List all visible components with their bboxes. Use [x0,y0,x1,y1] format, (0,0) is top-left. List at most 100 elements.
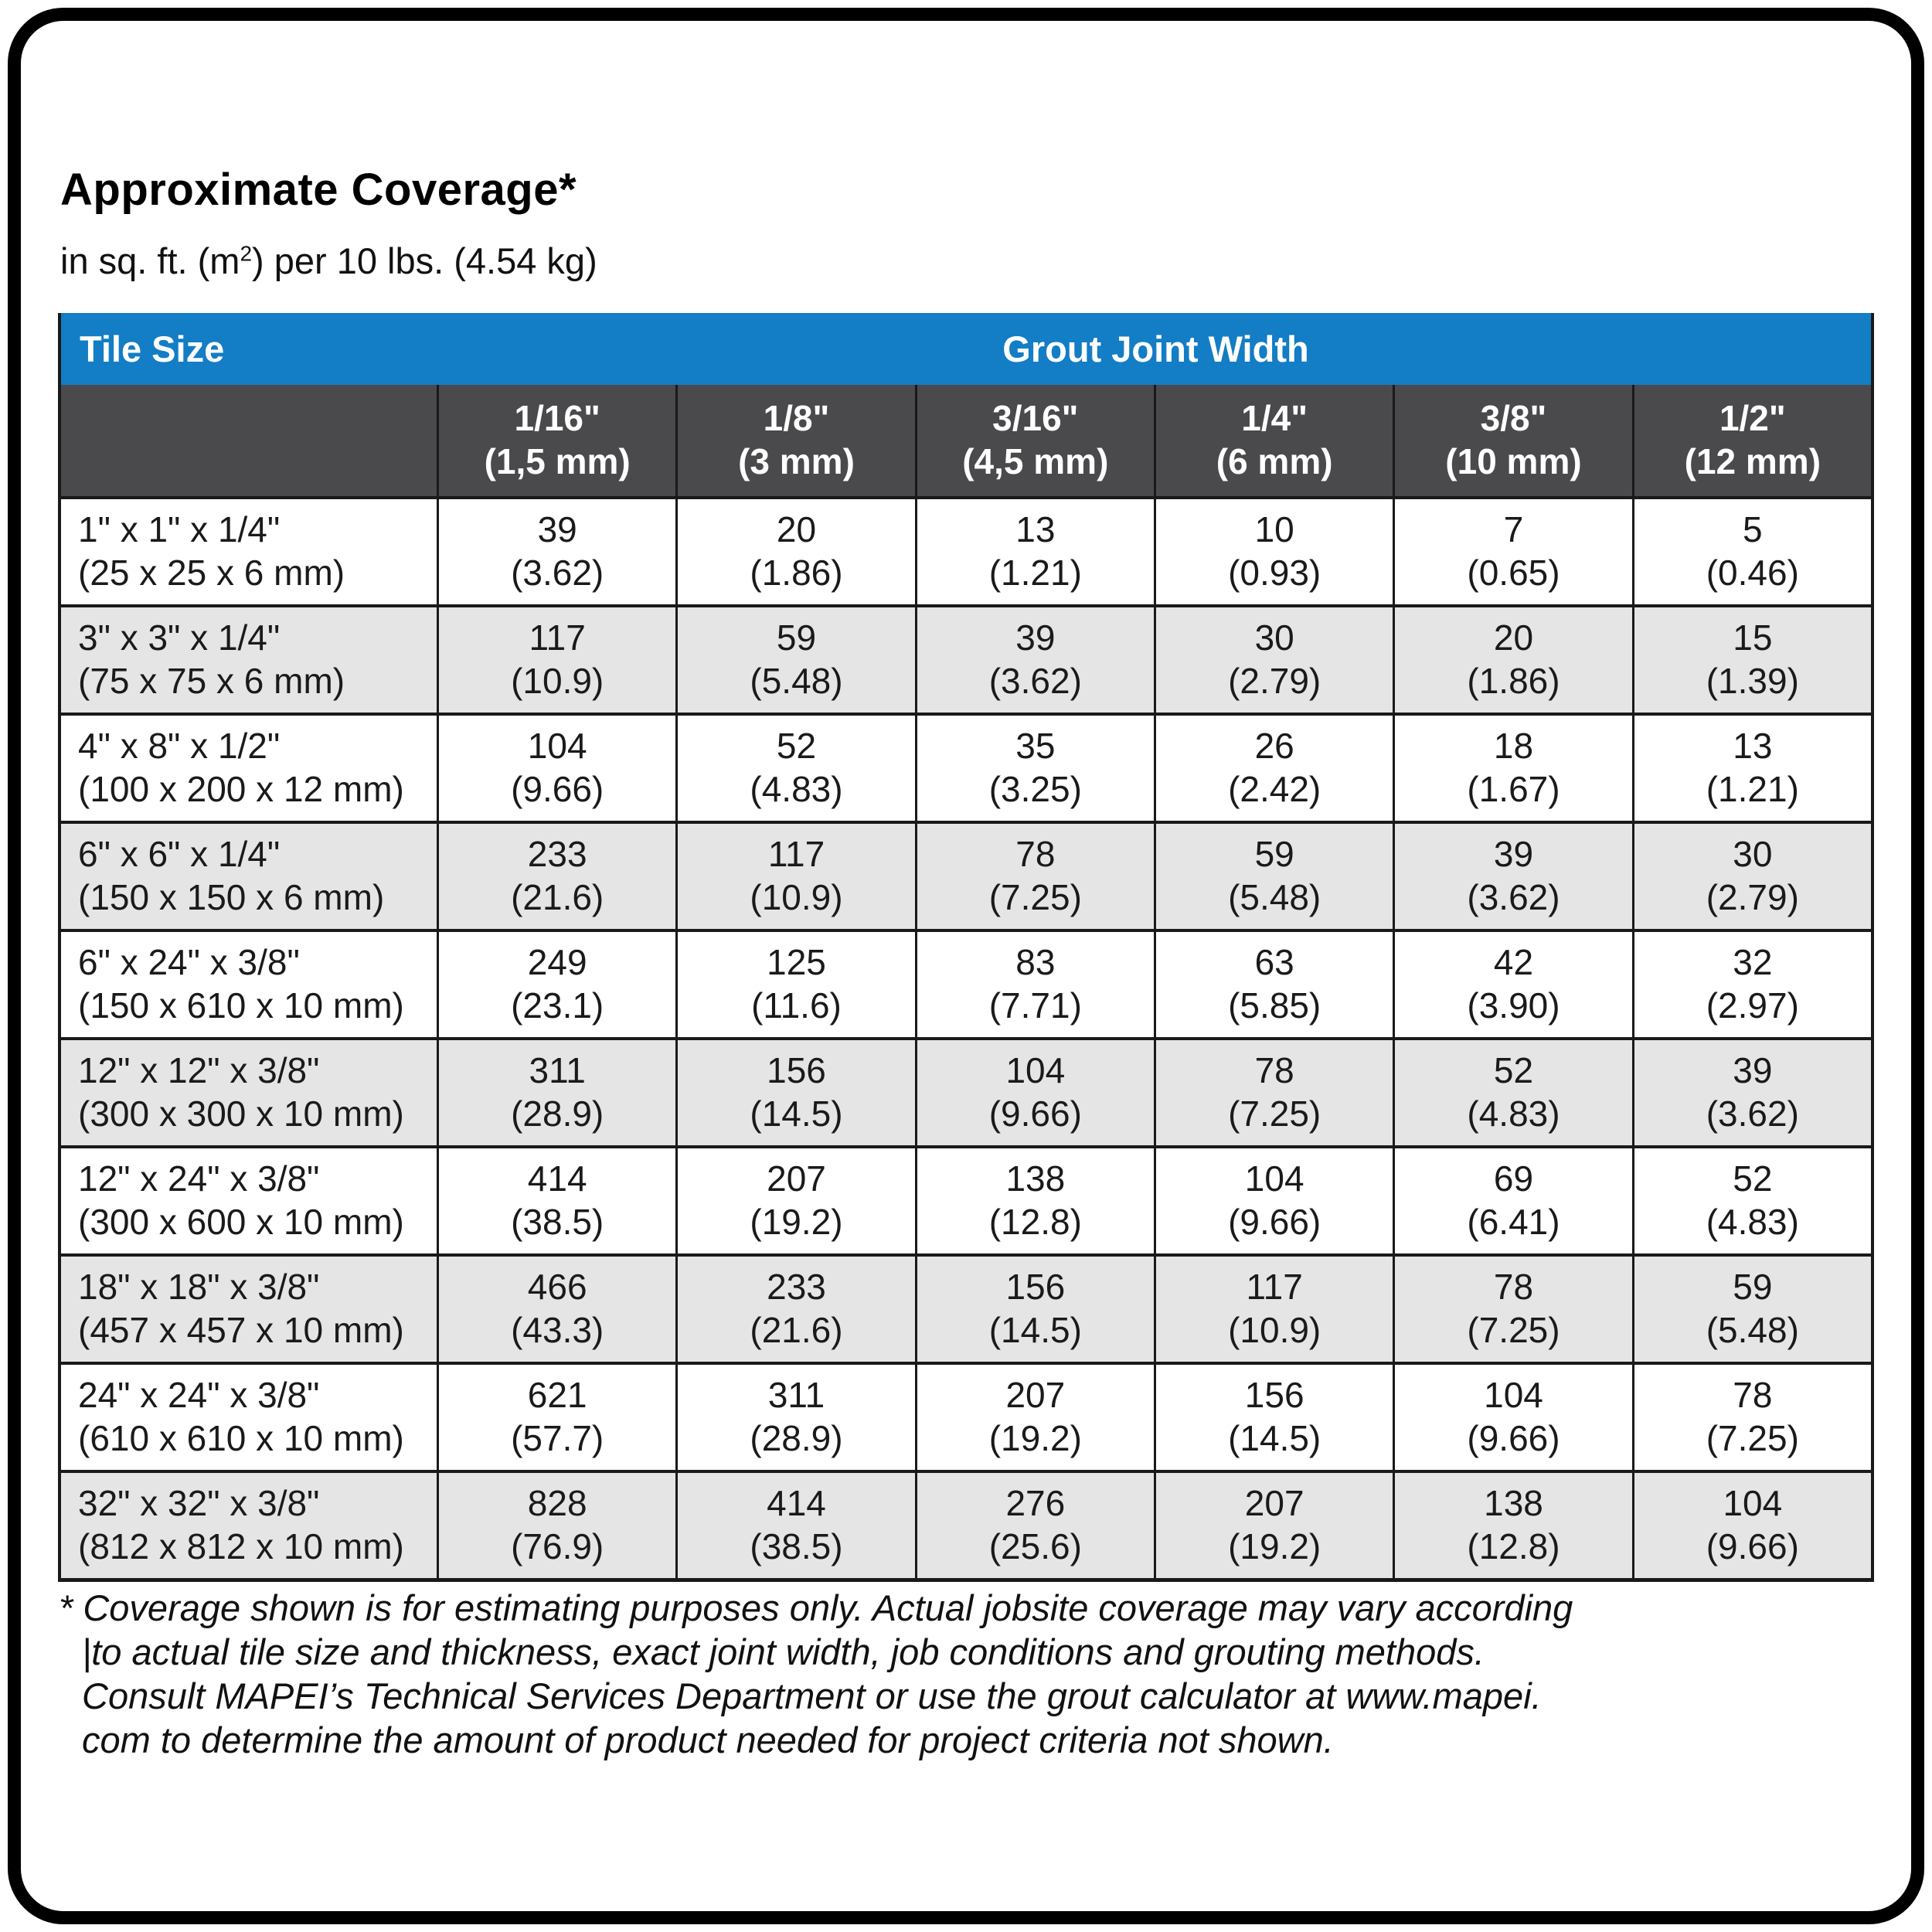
page-title: Approximate Coverage* [60,165,577,215]
coverage-sqft: 59 [1733,1267,1773,1307]
coverage-sqm: (12.8) [1467,1526,1560,1566]
column-header-metric: (6 mm) [1216,441,1333,481]
tile-size-inches: 12" x 12" x 3/8" [78,1050,320,1090]
coverage-sqft: 7 [1503,509,1524,549]
coverage-sqm: (1.67) [1467,769,1560,809]
coverage-sqm: (0.65) [1467,553,1560,593]
coverage-sqft: 117 [767,834,825,874]
column-header-metric: (3 mm) [738,441,855,481]
tile-size-cell: 1" x 1" x 1/4" (25 x 25 x 6 mm) [61,499,437,604]
tile-size-metric: (300 x 300 x 10 mm) [78,1094,404,1134]
coverage-cell: 104 (9.66) [1393,1365,1631,1470]
coverage-cell: 104 (9.66) [1154,1148,1393,1253]
coverage-sqft: 59 [776,617,817,658]
coverage-cell: 414 (38.5) [675,1473,914,1578]
table-row: 18" x 18" x 3/8" (457 x 457 x 10 mm) 466 (4… [61,1253,1871,1362]
coverage-sqft: 78 [1493,1267,1534,1307]
coverage-cell: 35 (3.25) [914,716,1154,821]
coverage-sqm: (2.79) [1228,661,1321,701]
coverage-sqm: (1.39) [1706,661,1799,701]
coverage-sqm: (5.48) [1706,1310,1799,1350]
coverage-sqm: (6.41) [1467,1202,1560,1242]
coverage-sqm: (4.83) [1467,1094,1560,1134]
coverage-sqft: 138 [1005,1158,1066,1199]
coverage-cell: 104 (9.66) [1631,1473,1871,1578]
coverage-sqft: 83 [1015,942,1056,982]
column-header-inch: 3/16" [992,398,1079,438]
table-row: 1" x 1" x 1/4" (25 x 25 x 6 mm) 39 (3.62) 20… [61,496,1871,604]
coverage-cell: 39 (3.62) [914,607,1154,713]
coverage-cell: 311 (28.9) [675,1365,914,1470]
column-header-1: 1/8" (3 mm) [675,385,914,496]
tile-size-cell: 32" x 32" x 3/8" (812 x 812 x 10 mm) [61,1473,437,1578]
coverage-sqft: 117 [1246,1267,1303,1307]
coverage-sqft: 466 [527,1267,587,1307]
coverage-sqft: 207 [1005,1375,1066,1415]
coverage-cell: 207 (19.2) [914,1365,1154,1470]
coverage-sqft: 18 [1493,726,1534,766]
coverage-sqft: 20 [1493,617,1534,658]
coverage-cell: 104 (9.66) [437,716,675,821]
table-row: 3" x 3" x 1/4" (75 x 75 x 6 mm) 117 (10.9) 5… [61,604,1871,713]
coverage-sqm: (0.93) [1228,553,1321,593]
coverage-sqm: (0.46) [1706,553,1799,593]
column-header-5: 1/2" (12 mm) [1631,385,1871,496]
table-row: 6" x 24" x 3/8" (150 x 610 x 10 mm) 249 (23… [61,929,1871,1037]
column-header-metric: (10 mm) [1445,441,1582,481]
coverage-sqm: (9.66) [511,769,604,809]
tile-size-cell: 4" x 8" x 1/2" (100 x 200 x 12 mm) [61,716,437,821]
coverage-sqft: 621 [527,1375,587,1415]
coverage-cell: 42 (3.90) [1393,932,1631,1037]
coverage-sqm: (21.6) [511,877,604,917]
coverage-sqft: 156 [1244,1375,1304,1415]
footnote-line: |to actual tile size and thickness, exac… [82,1631,1485,1672]
coverage-sqft: 78 [1254,1050,1294,1090]
coverage-sqm: (19.2) [750,1202,843,1242]
tile-size-cell: 24" x 24" x 3/8" (610 x 610 x 10 mm) [61,1365,437,1470]
subtitle-superscript: 2 [240,241,253,266]
footnote-line: com to determine the amount of product n… [82,1719,1334,1760]
coverage-sqm: (11.6) [751,985,842,1026]
tile-size-inches: 6" x 24" x 3/8" [78,942,300,982]
coverage-sqft: 828 [527,1483,587,1523]
coverage-cell: 10 (0.93) [1154,499,1393,604]
subtitle-prefix: in sq. ft. (m [60,240,240,281]
coverage-sqm: (3.62) [1706,1094,1799,1134]
coverage-cell: 83 (7.71) [914,932,1154,1037]
coverage-cell: 249 (23.1) [437,932,675,1037]
table-row: 12" x 24" x 3/8" (300 x 600 x 10 mm) 414 (3… [61,1145,1871,1253]
coverage-sqm: (3.25) [988,769,1082,809]
coverage-cell: 13 (1.21) [914,499,1154,604]
subheader-empty-cell [61,385,437,496]
tile-size-metric: (457 x 457 x 10 mm) [78,1310,404,1350]
column-header-4: 3/8" (10 mm) [1393,385,1631,496]
coverage-sqft: 156 [1005,1267,1066,1307]
coverage-sqft: 59 [1254,834,1294,874]
coverage-cell: 117 (10.9) [437,607,675,713]
coverage-sqft: 5 [1743,509,1763,549]
coverage-cell: 59 (5.48) [1154,824,1393,929]
coverage-cell: 138 (12.8) [1393,1473,1631,1578]
coverage-sqm: (38.5) [511,1202,604,1242]
coverage-cell: 78 (7.25) [914,824,1154,929]
coverage-sqft: 63 [1254,942,1294,982]
coverage-cell: 156 (14.5) [675,1040,914,1145]
coverage-cell: 125 (11.6) [675,932,914,1037]
coverage-sqft: 104 [1244,1158,1304,1199]
grout-joint-width-header: Grout Joint Width [1002,328,1309,369]
coverage-sqm: (3.62) [511,553,604,593]
column-header-inch: 3/8" [1480,398,1547,438]
tile-size-cell: 6" x 24" x 3/8" (150 x 610 x 10 mm) [61,932,437,1037]
coverage-cell: 233 (21.6) [675,1257,914,1362]
coverage-sqm: (5.85) [1228,985,1321,1026]
coverage-sqm: (9.66) [1706,1526,1799,1566]
tile-size-cell: 12" x 12" x 3/8" (300 x 300 x 10 mm) [61,1040,437,1145]
tile-size-metric: (150 x 610 x 10 mm) [78,985,404,1026]
coverage-sqft: 10 [1254,509,1294,549]
coverage-cell: 13 (1.21) [1631,716,1871,821]
coverage-cell: 311 (28.9) [437,1040,675,1145]
coverage-cell: 69 (6.41) [1393,1148,1631,1253]
coverage-sqft: 104 [527,726,587,766]
coverage-cell: 32 (2.97) [1631,932,1871,1037]
table-row: 12" x 12" x 3/8" (300 x 300 x 10 mm) 311 (2… [61,1037,1871,1145]
